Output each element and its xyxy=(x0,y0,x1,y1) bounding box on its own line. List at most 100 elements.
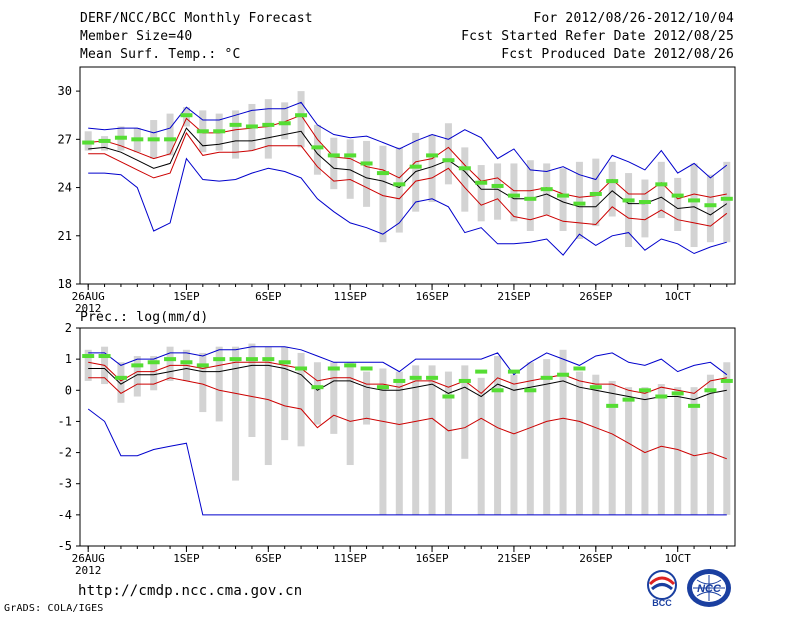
median-marker xyxy=(196,363,209,368)
ensemble-range-bar xyxy=(526,362,534,515)
series-upper-line xyxy=(88,114,727,200)
x-tick-label: 26AUG xyxy=(72,552,105,565)
y-tick-label: -3 xyxy=(58,477,72,491)
ensemble-range-bar xyxy=(690,163,698,248)
y-tick-label: 27 xyxy=(58,132,72,146)
forecast-period: For 2012/08/26-2012/10/04 xyxy=(533,11,734,26)
ncc-logo-text: NCC xyxy=(697,583,722,595)
footer-url[interactable]: http://cmdp.ncc.cma.gov.cn xyxy=(78,583,303,599)
series-lower-line xyxy=(88,131,728,227)
x-tick-label: 6SEP xyxy=(255,552,282,565)
ensemble-range-bar xyxy=(494,163,502,220)
ensemble-range-bar xyxy=(264,346,272,466)
median-marker xyxy=(622,198,635,203)
median-marker xyxy=(131,137,144,142)
median-marker xyxy=(344,363,357,368)
plot-frame xyxy=(79,327,736,547)
median-marker xyxy=(164,357,177,362)
x-tick-label: 26SEP xyxy=(579,290,612,303)
median-marker xyxy=(606,179,619,184)
ensemble-range-bar xyxy=(313,362,321,425)
ensemble-range-bar xyxy=(641,179,649,238)
y-tick-label: 21 xyxy=(58,229,72,243)
median-marker xyxy=(671,193,684,198)
ensemble-range-bar xyxy=(363,140,371,207)
median-marker xyxy=(475,180,488,185)
y-tick-label: 24 xyxy=(58,181,72,195)
ensemble-range-bar xyxy=(363,371,371,425)
median-marker xyxy=(557,193,570,198)
median-marker xyxy=(409,164,422,169)
ensemble-range-bar xyxy=(461,147,469,212)
ensemble-range-bar xyxy=(313,124,321,175)
x-tick-label: 6SEP xyxy=(255,290,282,303)
ensemble-range-bar xyxy=(395,147,403,233)
series-max-line xyxy=(88,101,728,181)
median-marker xyxy=(245,357,258,362)
median-marker xyxy=(688,198,701,203)
ensemble-range-bar xyxy=(674,177,682,231)
series-upper-line xyxy=(88,361,727,395)
refer-date: Fcst Started Refer Date 2012/08/25 xyxy=(461,29,734,44)
ensemble-range-bar xyxy=(723,161,731,243)
median-marker xyxy=(655,182,668,187)
ensemble-range-bar xyxy=(101,136,109,151)
ensemble-range-bar xyxy=(248,343,256,437)
median-marker xyxy=(524,388,537,393)
ensemble-range-bar xyxy=(706,174,714,243)
median-marker xyxy=(262,122,275,127)
median-marker xyxy=(442,394,455,399)
ensemble-range-bar xyxy=(690,387,698,515)
median-marker xyxy=(229,122,242,127)
median-marker xyxy=(573,366,586,371)
x-tick-label: 1OCT xyxy=(664,290,691,303)
y-tick-label: -2 xyxy=(58,446,72,460)
member-size: Member Size=40 xyxy=(80,29,193,44)
ensemble-range-bar xyxy=(330,137,338,190)
ensemble-range-bar xyxy=(232,110,240,159)
median-marker xyxy=(524,196,537,201)
ensemble-range-bar xyxy=(625,173,633,248)
y-tick-label: 0 xyxy=(65,383,72,397)
ensemble-range-bar xyxy=(706,374,714,515)
median-marker xyxy=(671,391,684,396)
median-marker xyxy=(131,363,144,368)
median-marker xyxy=(213,357,226,362)
median-marker xyxy=(638,388,651,393)
x-tick-label: 26SEP xyxy=(579,552,612,565)
median-marker xyxy=(147,137,160,142)
median-marker xyxy=(213,129,226,134)
y-tick-label: 2 xyxy=(65,321,72,335)
median-marker xyxy=(262,357,275,362)
ensemble-range-bar xyxy=(608,161,616,217)
x-tick-label: 16SEP xyxy=(416,290,449,303)
median-marker xyxy=(540,375,553,380)
chart-title: DERF/NCC/BCC Monthly Forecast xyxy=(80,11,313,26)
ensemble-range-bar xyxy=(461,365,469,459)
y-tick-label: -4 xyxy=(58,508,72,522)
median-marker xyxy=(376,385,389,390)
median-marker xyxy=(229,357,242,362)
ensemble-range-bar xyxy=(575,161,583,239)
median-marker xyxy=(376,171,389,176)
median-marker xyxy=(360,161,373,166)
median-marker xyxy=(557,372,570,377)
series-min-line xyxy=(87,408,727,516)
panel-variable-label: Mean Surf. Temp.: °C xyxy=(80,47,241,62)
median-marker xyxy=(573,201,586,206)
ensemble-range-bar xyxy=(281,346,289,441)
median-marker xyxy=(458,378,471,383)
ensemble-range-bar xyxy=(494,356,502,515)
ensemble-range-bar xyxy=(543,359,551,515)
series-max-line xyxy=(88,346,728,376)
x-tick-label: 1SEP xyxy=(173,290,200,303)
ensemble-range-bar xyxy=(395,371,403,515)
x-tick-label: 26AUG xyxy=(72,290,105,303)
median-marker xyxy=(475,369,488,374)
ensemble-range-bar xyxy=(608,380,616,515)
x-tick-label: 1OCT xyxy=(664,552,691,565)
median-marker xyxy=(704,388,717,393)
y-tick-label: 1 xyxy=(65,352,72,366)
